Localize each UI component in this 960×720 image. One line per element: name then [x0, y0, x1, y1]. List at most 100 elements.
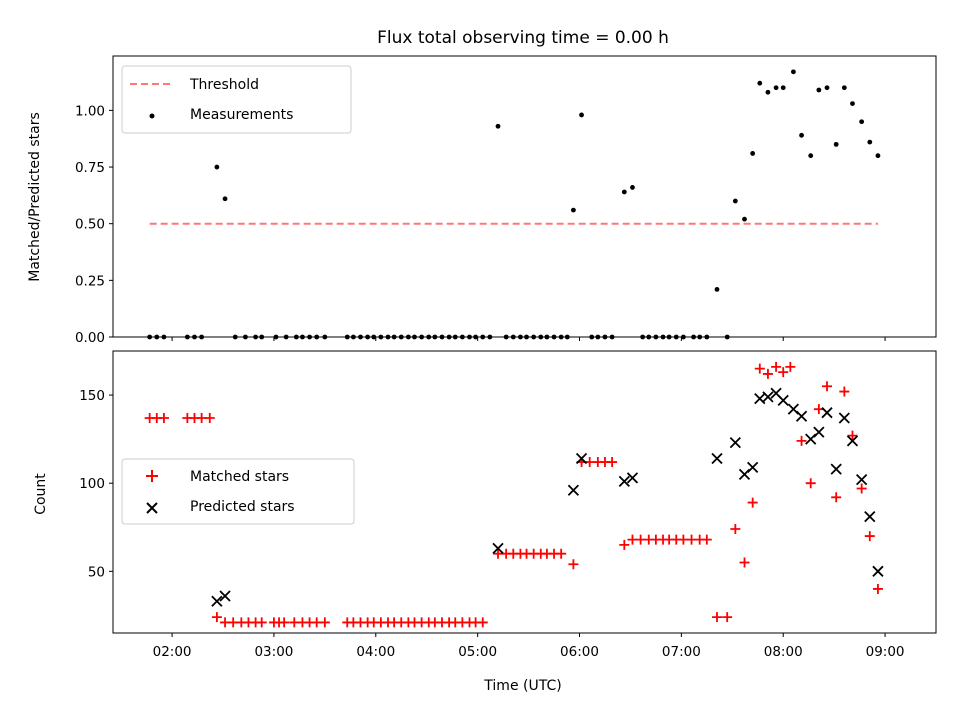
measurement-point	[833, 141, 839, 147]
top-panel-legend: Threshold Measurements	[121, 65, 352, 134]
top-chart-title: Flux total observing time = 0.00 h	[377, 28, 669, 48]
legend-measurements-label: Measurements	[190, 107, 293, 123]
matched-star-point	[778, 367, 789, 378]
measurement-point	[570, 207, 576, 213]
measurement-point	[214, 164, 220, 170]
x-tick-label: 07:00	[662, 644, 701, 660]
bottom-panel-x-ticks: 02:00 03:00 04:00 05:00 06:00 07:00 08:00 09:00	[153, 633, 905, 660]
matched-star-point	[856, 483, 867, 494]
measurement-point	[773, 85, 779, 91]
matched-star-point	[864, 531, 875, 542]
predicted-star-point	[821, 407, 833, 419]
matched-star-point	[256, 617, 267, 628]
predicted-star-point	[872, 565, 884, 577]
y-tick-label: 0.00	[75, 330, 105, 346]
measurement-point	[765, 89, 771, 95]
x-tick-label: 08:00	[764, 644, 803, 660]
matched-star-point	[607, 457, 618, 468]
matched-star-point	[279, 617, 290, 628]
predicted-star-point	[575, 452, 588, 465]
matched-star-point	[568, 559, 579, 570]
measurement-point	[867, 139, 873, 145]
x-tick-label: 05:00	[458, 644, 497, 660]
x-tick-label: 09:00	[866, 644, 905, 660]
bottom-panel-marks	[144, 361, 884, 628]
matched-star-point	[477, 617, 488, 628]
measurement-point	[799, 132, 804, 138]
measurement-point	[824, 85, 830, 91]
legend-matched-swatch	[146, 470, 158, 482]
y-tick-label: 50	[88, 564, 105, 580]
predicted-star-point	[219, 590, 231, 602]
matched-star-point	[739, 557, 750, 568]
bottom-panel-frame	[112, 350, 937, 634]
predicted-star-point	[618, 475, 630, 488]
measurement-point	[780, 85, 786, 91]
matched-star-point	[839, 386, 850, 397]
matched-star-point	[762, 368, 773, 379]
top-panel: 0.00 0.25 0.50 0.75 1.00 Matched/Predicted s…	[27, 55, 937, 346]
matched-star-point	[822, 381, 833, 392]
top-panel-frame	[112, 55, 937, 338]
matched-star-point	[722, 612, 733, 623]
y-tick-label: 150	[79, 388, 105, 404]
matched-star-point	[747, 497, 758, 508]
measurement-point	[742, 216, 747, 222]
predicted-star-point	[864, 511, 876, 523]
matched-star-point	[785, 361, 796, 372]
matched-star-point	[831, 492, 842, 503]
bottom-legend-box	[121, 458, 355, 525]
bottom-panel-legend: Matched stars Predicted stars	[121, 458, 355, 525]
predicted-star-point	[711, 452, 723, 465]
measurement-point	[757, 80, 763, 86]
matched-star-point	[872, 583, 883, 594]
matched-star-point	[730, 524, 741, 535]
matched-star-point	[805, 478, 816, 489]
y-tick-label: 0.25	[75, 273, 105, 289]
measurement-point	[816, 87, 822, 93]
x-tick-label: 03:00	[254, 644, 293, 660]
legend-matched-label: Matched stars	[190, 469, 289, 485]
x-tick-label: 06:00	[560, 644, 599, 660]
measurement-point	[841, 85, 847, 91]
y-tick-label: 100	[79, 476, 105, 492]
matched-star-point	[319, 617, 330, 628]
x-tick-label: 04:00	[356, 644, 395, 660]
predicted-star-point	[830, 463, 842, 475]
measurement-point	[859, 119, 865, 125]
matched-star-point	[211, 612, 222, 623]
top-legend-box	[121, 65, 352, 134]
matched-star-point	[701, 534, 712, 545]
predicted-star-point	[747, 461, 759, 473]
predicted-star-point	[567, 484, 580, 496]
legend-measurements-swatch	[149, 113, 155, 119]
predicted-star-point	[795, 410, 808, 422]
predicted-star-point	[846, 435, 859, 447]
legend-threshold-label: Threshold	[189, 77, 259, 93]
measurement-point	[495, 123, 501, 129]
legend-predicted-label: Predicted stars	[190, 499, 295, 515]
top-panel-y-label: Matched/Predicted stars	[27, 112, 43, 282]
y-tick-label: 0.50	[75, 217, 105, 233]
measurement-point	[621, 189, 627, 195]
matched-star-point	[158, 412, 169, 423]
matched-star-point	[796, 435, 807, 446]
predicted-star-point	[813, 426, 825, 438]
measurement-point	[808, 153, 814, 159]
bottom-panel-y-ticks: 50 100 150	[79, 388, 113, 580]
measurement-point	[875, 153, 881, 159]
predicted-star-point	[777, 394, 789, 406]
top-panel-y-ticks: 0.00 0.25 0.50 0.75 1.00	[75, 103, 113, 346]
matched-star-point	[712, 612, 723, 623]
matched-star-point	[847, 430, 858, 441]
matched-star-point	[754, 363, 765, 374]
top-panel-x-ticks	[171, 337, 886, 341]
matched-star-point	[813, 404, 824, 415]
measurement-point	[732, 198, 738, 204]
measurement-point	[222, 196, 228, 202]
measurement-point	[850, 101, 855, 106]
bottom-panel-x-label: Time (UTC)	[483, 678, 561, 694]
matched-star-point	[204, 412, 215, 423]
